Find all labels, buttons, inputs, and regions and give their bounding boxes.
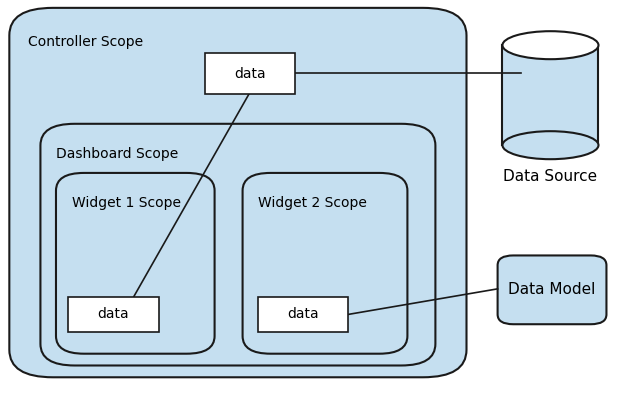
Bar	[258, 297, 348, 332]
Text: Widget 1 Scope: Widget 1 Scope	[72, 196, 180, 211]
Text: data: data	[287, 307, 319, 321]
Bar	[503, 45, 598, 145]
FancyBboxPatch shape	[9, 8, 466, 377]
Text: Widget 2 Scope: Widget 2 Scope	[258, 196, 367, 211]
Ellipse shape	[503, 31, 598, 59]
Ellipse shape	[503, 131, 598, 159]
Text: data: data	[98, 307, 129, 321]
Text: Controller Scope: Controller Scope	[28, 35, 143, 50]
FancyBboxPatch shape	[40, 124, 435, 365]
Text: Data Source: Data Source	[503, 169, 598, 184]
Bar	[205, 53, 295, 94]
FancyBboxPatch shape	[243, 173, 407, 354]
FancyBboxPatch shape	[498, 255, 606, 324]
FancyBboxPatch shape	[56, 173, 215, 354]
Text: Dashboard Scope: Dashboard Scope	[56, 147, 179, 162]
Bar	[68, 297, 159, 332]
Text: data: data	[234, 67, 266, 81]
Text: Data Model: Data Model	[508, 282, 596, 298]
